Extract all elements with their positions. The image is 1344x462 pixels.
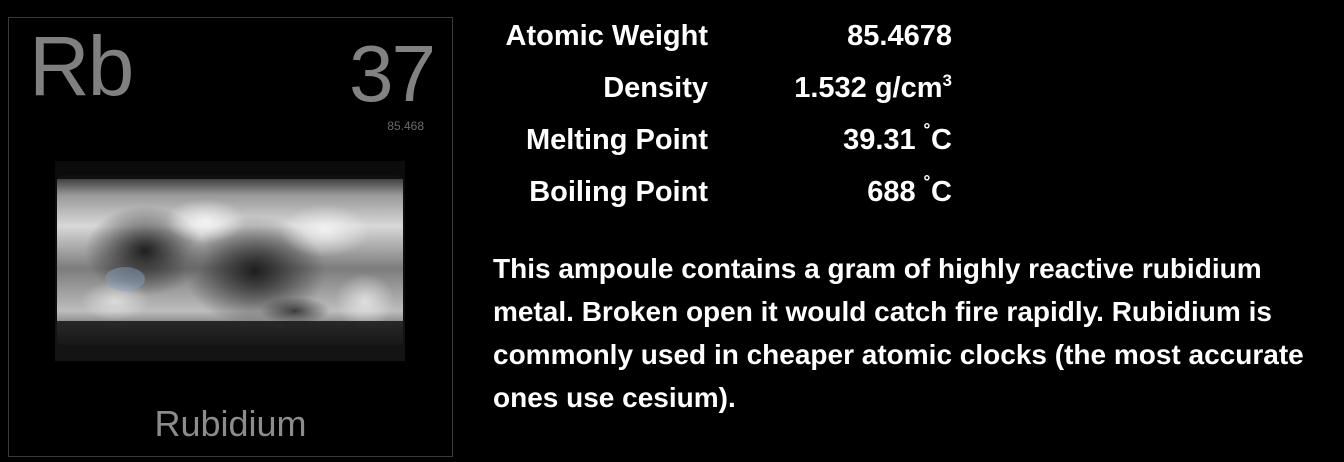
property-label: Melting Point — [525, 124, 708, 156]
property-row-melting-point: Melting Point 39.31 ˚C — [470, 122, 970, 174]
element-tile: Rb 37 85.468 — [8, 17, 453, 457]
ampoule-photo — [55, 161, 405, 361]
property-row-boiling-point: Boiling Point 688 ˚C — [470, 174, 970, 226]
tile-atomic-weight: 85.468 — [387, 119, 424, 133]
property-row-density: Density 1.532 g/cm3 — [470, 70, 970, 122]
property-value: 85.4678 — [847, 20, 952, 52]
properties-table: Atomic Weight 85.4678 Density 1.532 g/cm… — [470, 18, 970, 226]
property-label: Atomic Weight — [505, 20, 708, 52]
atomic-number: 37 — [349, 29, 436, 118]
property-value: 39.31 ˚C — [843, 121, 952, 157]
property-value: 688 ˚C — [867, 173, 952, 209]
element-description: This ampoule contains a gram of highly r… — [493, 253, 1304, 413]
property-label: Boiling Point — [529, 176, 708, 208]
element-symbol: Rb — [29, 19, 134, 113]
element-name: Rubidium — [154, 403, 307, 444]
property-value: 1.532 g/cm3 — [794, 71, 952, 104]
property-label: Density — [603, 72, 708, 104]
property-row-atomic-weight: Atomic Weight 85.4678 — [470, 18, 970, 70]
